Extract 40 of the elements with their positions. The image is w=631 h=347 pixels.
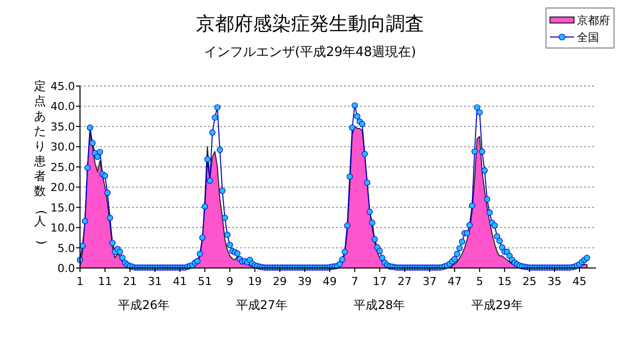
x-tick-label: 7 [351, 275, 358, 288]
x-tick-label: 37 [422, 275, 437, 288]
x-tick-label: 31 [148, 275, 162, 288]
y-tick-label: 45.0 [50, 80, 75, 93]
y-tick-label: 0.0 [58, 262, 75, 275]
y-tick-label: 25.0 [50, 160, 75, 174]
x-tick-label: 39 [298, 275, 312, 288]
text: 定点あたり患者数(人) [34, 79, 49, 245]
x-tick-label: 19 [248, 275, 262, 288]
text: 平成29年 [471, 298, 523, 312]
x-tick-label: 11 [98, 275, 112, 288]
y-tick-label: 5.0 [58, 242, 75, 255]
text: 平成28年 [354, 298, 406, 312]
x-tick-label: 49 [322, 275, 337, 288]
y-tick-label: 35.0 [50, 120, 75, 134]
y-tick-label: 40.0 [50, 100, 75, 114]
x-tick-label: 15 [498, 275, 512, 288]
y-tick-label: 15.0 [50, 201, 75, 214]
legend-label: 京都府 [577, 14, 610, 27]
x-tick-label: 45 [572, 275, 587, 288]
x-tick-label: 9 [226, 275, 234, 288]
y-tick-label: 20.0 [50, 181, 75, 194]
x-tick-label: 47 [448, 275, 462, 288]
x-tick-label: 29 [272, 275, 287, 288]
x-tick-label: 25 [522, 275, 537, 288]
legend-label: 全国 [577, 31, 599, 44]
x-tick-label: 27 [398, 275, 412, 288]
chart-subtitle: インフルエンザ(平成29年48週現在) [204, 45, 416, 60]
text: 平成27年 [236, 298, 288, 312]
y-tick-label: 30.0 [50, 140, 75, 154]
text: 平成26年 [118, 298, 170, 312]
x-tick-label: 5 [476, 275, 484, 288]
x-tick-label: 17 [372, 275, 387, 288]
chart-title: 京都府感染症発生動向調査 [196, 13, 424, 35]
x-tick-label: 51 [198, 275, 212, 288]
x-tick-label: 1 [76, 275, 84, 288]
y-tick-label: 10.0 [50, 222, 75, 235]
x-tick-label: 41 [172, 275, 187, 288]
x-tick-label: 21 [122, 275, 137, 288]
x-tick-label: 35 [548, 275, 562, 288]
